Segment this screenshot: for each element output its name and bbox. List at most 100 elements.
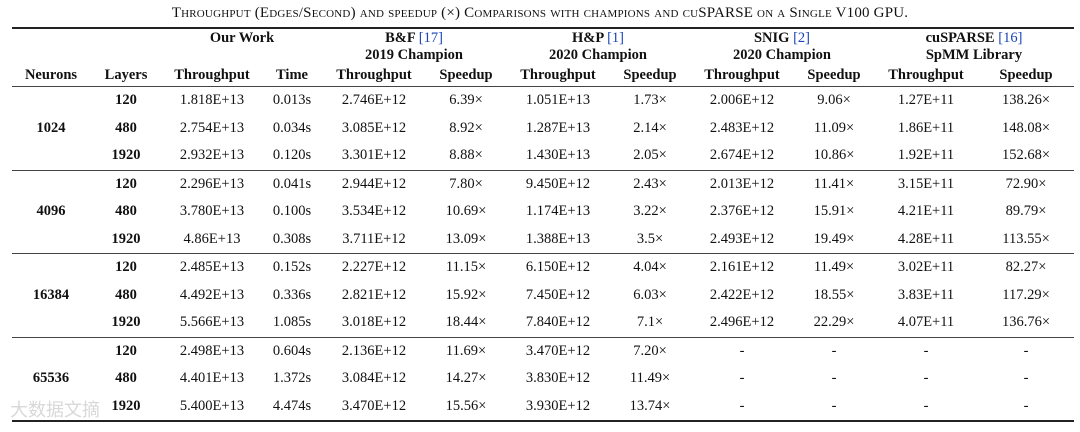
bf-name: B&F	[385, 29, 416, 46]
cusparse-subtitle: SpMM Library	[925, 47, 1023, 63]
layers-cell: 1920	[111, 314, 141, 331]
value-cell: 1.92E+11	[897, 147, 955, 164]
value-cell: 7.20×	[610, 336, 690, 365]
value-cell: 2.932E+13	[179, 147, 245, 164]
value-cell: -	[978, 336, 1074, 365]
value-cell: 5.566E+13	[179, 314, 245, 331]
value-cell: 7.1×	[636, 314, 664, 331]
value-cell: 6.03×	[633, 286, 667, 303]
layers-cell: 480	[115, 370, 137, 387]
header-snig: SNIG [2]	[690, 28, 874, 47]
header-row-1: Our Work B&F [17] H&P [1] SNIG [2] cuSPA…	[12, 28, 1074, 47]
layers-cell: 480	[115, 286, 137, 303]
value-cell: 1.174E+13	[525, 203, 591, 220]
value-cell: -	[874, 336, 978, 365]
header-our-work: Our Work	[209, 29, 275, 46]
value-cell: -	[690, 336, 794, 365]
value-cell: 0.308s	[272, 230, 312, 247]
col-neurons: Neurons	[24, 66, 78, 83]
cusparse-citation[interactable]: [16]	[998, 29, 1023, 46]
value-cell: 3.085E+12	[341, 119, 407, 136]
value-cell: 3.018E+12	[341, 314, 407, 331]
header-hp: H&P [1]	[506, 28, 690, 47]
value-cell: 2.422E+12	[709, 286, 775, 303]
value-cell: 2.376E+12	[709, 203, 775, 220]
value-cell: 4.492E+13	[179, 286, 245, 303]
value-cell: 6.39×	[426, 86, 506, 115]
table-row: 4096 120 2.296E+13 0.041s 2.944E+12 7.80× 9.45…	[12, 169, 1074, 254]
value-cell: 8.92×	[449, 119, 483, 136]
value-cell: 8.88×	[449, 147, 483, 164]
value-cell: 1.372s	[272, 370, 312, 387]
value-cell: -	[831, 397, 837, 414]
hp-citation[interactable]: [1]	[607, 29, 624, 46]
col-our-time: Time	[276, 66, 308, 83]
value-cell: 3.5×	[636, 230, 664, 247]
table-row: 1920 2.932E+13 0.120s 3.301E+12 8.88× 1.430E+…	[12, 142, 1074, 170]
table-row: 1920 5.400E+13 4.474s 3.470E+12 15.56× 3.930E…	[12, 393, 1074, 421]
value-cell: 1.27E+11	[874, 86, 978, 115]
value-cell: 3.83E+11	[897, 286, 955, 303]
value-cell: 13.09×	[445, 230, 487, 247]
header-cusparse: cuSPARSE [16]	[874, 28, 1074, 47]
value-cell: 11.15×	[426, 253, 506, 282]
value-cell: 0.604s	[262, 336, 322, 365]
neurons-cell: 16384	[12, 253, 90, 337]
layers-cell: 120	[90, 86, 162, 115]
results-table: Our Work B&F [17] H&P [1] SNIG [2] cuSPA…	[12, 27, 1074, 422]
value-cell: 138.26×	[978, 86, 1074, 115]
col-cusparse-speedup: Speedup	[999, 66, 1053, 83]
value-cell: 152.68×	[1001, 147, 1051, 164]
layers-cell: 1920	[111, 147, 141, 164]
col-cusparse-throughput: Throughput	[888, 66, 964, 83]
col-snig-throughput: Throughput	[704, 66, 780, 83]
table-row: 1920 4.86E+13 0.308s 3.711E+12 13.09× 1.388E+…	[12, 226, 1074, 254]
value-cell: 3.301E+12	[341, 147, 407, 164]
value-cell: 2.496E+12	[709, 314, 775, 331]
col-hp-throughput: Throughput	[520, 66, 596, 83]
value-cell: 3.470E+12	[341, 397, 407, 414]
col-layers: Layers	[104, 66, 148, 83]
layers-cell: 120	[90, 336, 162, 365]
value-cell: 18.44×	[445, 314, 487, 331]
col-hp-speedup: Speedup	[623, 66, 677, 83]
layers-cell: 1920	[111, 230, 141, 247]
value-cell: 0.034s	[272, 119, 312, 136]
table-row: 480 2.754E+13 0.034s 3.085E+12 8.92× 1.287E+1…	[12, 115, 1074, 143]
table-row: 480 3.780E+13 0.100s 3.534E+12 10.69× 1.174E+…	[12, 198, 1074, 226]
value-cell: 18.55×	[813, 286, 855, 303]
value-cell: 136.76×	[1001, 314, 1051, 331]
value-cell: 148.08×	[1001, 119, 1051, 136]
value-cell: 82.27×	[978, 253, 1074, 282]
snig-citation[interactable]: [2]	[793, 29, 810, 46]
value-cell: 3.470E+12	[506, 336, 610, 365]
table-row: 480 4.401E+13 1.372s 3.084E+12 14.27× 3.830E+…	[12, 365, 1074, 393]
value-cell: -	[923, 370, 929, 387]
value-cell: 3.15E+11	[874, 169, 978, 198]
value-cell: 0.013s	[262, 86, 322, 115]
value-cell: 15.91×	[813, 203, 855, 220]
header-row-3: Neurons Layers Throughput Time Throughpu…	[12, 64, 1074, 87]
layers-cell: 120	[90, 253, 162, 282]
value-cell: 3.930E+12	[525, 397, 591, 414]
value-cell: 7.840E+12	[525, 314, 591, 331]
value-cell: 3.22×	[633, 203, 667, 220]
value-cell: 1.051E+13	[506, 86, 610, 115]
bf-citation[interactable]: [17]	[418, 29, 443, 46]
value-cell: 11.49×	[794, 253, 874, 282]
value-cell: 2.483E+12	[709, 119, 775, 136]
table-body: 1024 120 1.818E+13 0.013s 2.746E+12 6.39× 1.05…	[12, 86, 1074, 421]
value-cell: 2.821E+12	[341, 286, 407, 303]
value-cell: 2.136E+12	[322, 336, 426, 365]
hp-name: H&P	[572, 29, 604, 46]
value-cell: 2.674E+12	[709, 147, 775, 164]
value-cell: 2.013E+12	[690, 169, 794, 198]
value-cell: 9.06×	[794, 86, 874, 115]
value-cell: 2.227E+12	[322, 253, 426, 282]
value-cell: 10.69×	[445, 203, 487, 220]
value-cell: 9.450E+12	[506, 169, 610, 198]
value-cell: -	[794, 336, 874, 365]
value-cell: 11.41×	[794, 169, 874, 198]
neurons-cell: 65536	[12, 336, 90, 421]
value-cell: 7.450E+12	[525, 286, 591, 303]
